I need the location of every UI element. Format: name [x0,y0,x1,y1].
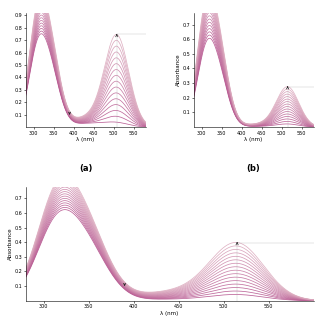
Text: (a): (a) [79,164,92,173]
Y-axis label: Absorbance: Absorbance [8,227,13,260]
Text: (b): (b) [247,164,260,173]
Y-axis label: Absorbance: Absorbance [176,54,181,86]
X-axis label: λ (nm): λ (nm) [160,311,179,316]
X-axis label: λ (nm): λ (nm) [76,137,95,142]
X-axis label: λ (nm): λ (nm) [244,137,263,142]
